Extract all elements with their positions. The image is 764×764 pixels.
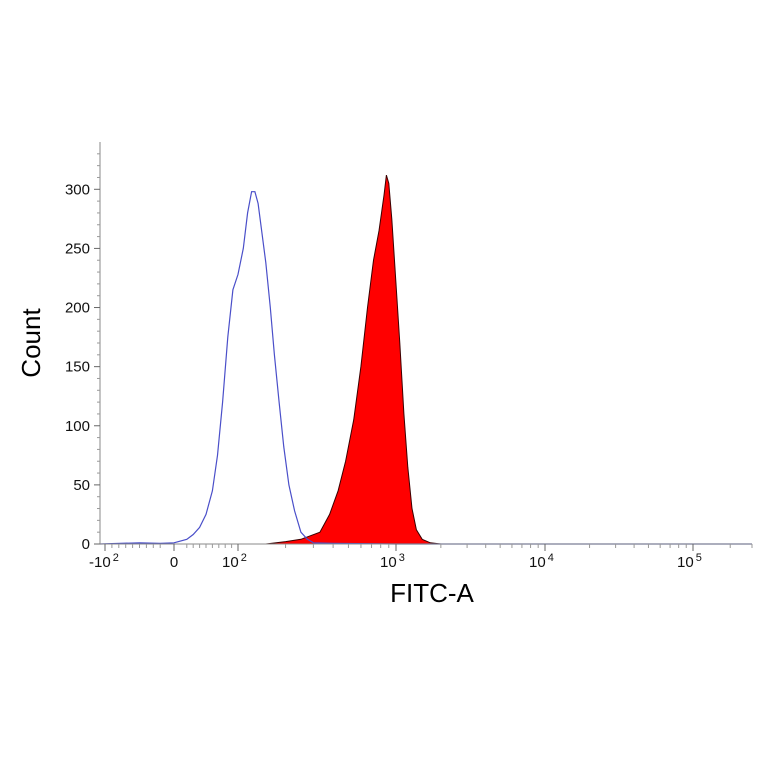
series-layer [99,174,752,545]
y-tick-label: 200 [65,300,90,317]
x-tick-label: 10 5 [677,552,702,571]
x-tick-label: 10 3 [380,552,405,571]
x-axis-title: FITC-A [390,578,474,608]
histogram-outline-series [99,191,752,545]
x-tick-label: -10 2 [89,552,119,571]
x-tick-label: 0 [170,554,178,571]
y-tick-label: 50 [73,477,90,494]
axes [99,142,752,545]
y-axis-title: Count [16,308,46,378]
y-tick-label: 0 [82,536,90,553]
x-tick-label: 10 4 [529,552,554,571]
y-tick-label: 150 [65,359,90,376]
histogram-filled-series [100,174,752,545]
x-tick-label: 10 2 [222,552,247,571]
y-tick-label: 300 [65,181,90,198]
y-tick-label: 250 [65,240,90,257]
y-tick-label: 100 [65,418,90,435]
